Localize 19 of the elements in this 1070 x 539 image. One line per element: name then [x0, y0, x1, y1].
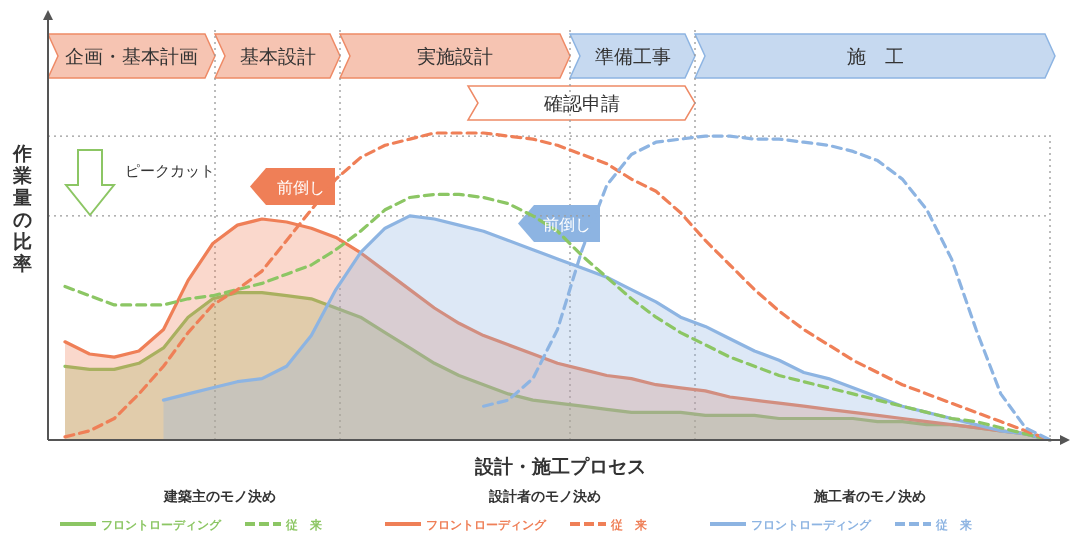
- y-axis-title: 作業量の比率: [11, 142, 32, 274]
- text: 建築主のモノ決め: [163, 488, 276, 504]
- text: 施 工: [846, 45, 904, 67]
- legend-label: 従 来: [610, 518, 647, 532]
- text: 準備工事: [594, 45, 671, 67]
- text: 基本設計: [239, 45, 316, 67]
- annotation: ピークカット: [125, 162, 215, 180]
- text: 実施設計: [417, 45, 493, 67]
- text: 確認申請: [542, 92, 620, 114]
- legend-label: フロントローディング: [751, 518, 872, 532]
- text: 企画・基本計画: [65, 45, 198, 67]
- legend-label: 従 来: [285, 518, 322, 532]
- x-axis-title: 設計・施工プロセス: [473, 455, 646, 477]
- annotation: 前倒し: [276, 177, 325, 197]
- legend-label: 従 来: [935, 518, 972, 532]
- text: 施工者のモノ決め: [813, 488, 926, 504]
- legend-label: フロントローディング: [426, 518, 547, 532]
- legend-label: フロントローディング: [101, 518, 222, 532]
- text: 設計者のモノ決め: [488, 488, 601, 504]
